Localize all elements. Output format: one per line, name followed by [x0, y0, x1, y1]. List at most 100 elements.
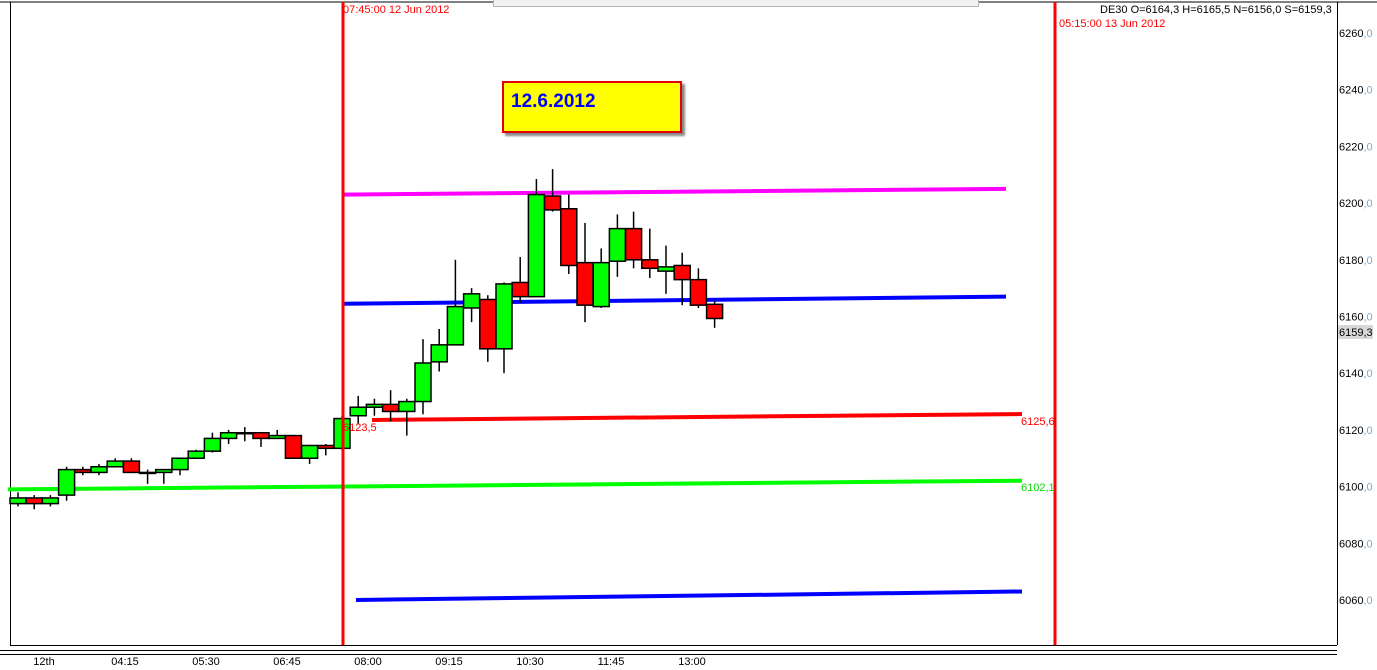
candle-body: [155, 468, 173, 474]
y-tick-label: 6160,0: [1339, 312, 1373, 324]
x-tick-label: 04:15: [111, 656, 139, 668]
candle: [705, 300, 724, 328]
candle-body: [398, 400, 416, 413]
candle: [9, 492, 27, 507]
candle: [284, 434, 303, 460]
level-line[interactable]: [355, 589, 1023, 602]
x-tick-label: 10:30: [516, 656, 544, 668]
candle-body: [479, 298, 497, 350]
candle: [673, 252, 691, 306]
y-tick-label: 6180,0: [1339, 255, 1373, 267]
candle-body: [511, 281, 529, 298]
x-tick-label: 05:30: [192, 656, 220, 668]
y-tick-label: 6200,0: [1339, 198, 1373, 210]
date-annotation-text: 12.6.2012: [511, 91, 596, 112]
candle-body: [122, 460, 141, 474]
candle: [560, 194, 578, 274]
candle: [268, 429, 286, 440]
candle: [106, 458, 124, 468]
candle: [203, 432, 222, 453]
candle-body: [689, 278, 708, 306]
candle: [155, 468, 173, 484]
y-tick-label: 6080,0: [1339, 538, 1373, 550]
candle-body: [495, 283, 513, 350]
candle: [689, 268, 708, 308]
x-tick-label: 09:15: [435, 656, 463, 668]
candle-body: [543, 195, 562, 211]
level-lines: [7, 186, 1023, 602]
y-tick-label: 6240,0: [1339, 85, 1373, 97]
candle-body: [657, 266, 675, 272]
x-tick-label: 08:00: [354, 656, 382, 668]
overlay-window-fragment: [493, 0, 979, 7]
x-tick-label: 12th: [33, 656, 54, 668]
candle: [608, 214, 627, 277]
candle-body: [624, 227, 643, 261]
candle: [446, 259, 465, 346]
candles: [9, 169, 724, 510]
candle: [624, 211, 643, 269]
candle: [511, 256, 529, 303]
candle: [25, 495, 43, 510]
candle: [641, 228, 659, 278]
candle-body: [576, 261, 594, 306]
y-tick-label: 6120,0: [1339, 425, 1373, 437]
candle: [171, 457, 189, 476]
y-tick-label: 6260,0: [1339, 28, 1373, 40]
y-tick-label: 6220,0: [1339, 141, 1373, 153]
candle-body: [41, 497, 60, 505]
candle-body: [106, 460, 124, 468]
candle: [592, 248, 610, 308]
candle: [122, 458, 141, 474]
candle: [430, 328, 448, 372]
candle-body: [57, 468, 76, 496]
candle-body: [219, 431, 238, 440]
candle: [317, 444, 335, 456]
candle: [657, 245, 675, 294]
candle: [349, 395, 367, 425]
y-tick-label: 6140,0: [1339, 368, 1373, 380]
candle-body: [25, 497, 43, 505]
candle: [398, 398, 416, 436]
candle-body: [446, 305, 465, 346]
candle-body: [430, 344, 448, 363]
candle-body: [592, 261, 610, 308]
candle: [381, 390, 400, 422]
y-tick-label: 6100,0: [1339, 482, 1373, 494]
candle: [365, 398, 384, 416]
date-annotation-box[interactable]: 12.6.2012: [502, 81, 682, 133]
y-tick-label: 6060,0: [1339, 595, 1373, 607]
candle: [219, 429, 238, 445]
x-tick-label: 06:45: [273, 656, 301, 668]
candle-body: [527, 193, 546, 298]
candle-body: [90, 466, 108, 474]
candle-body: [414, 362, 432, 403]
candle-body: [236, 431, 254, 435]
level-line[interactable]: [341, 186, 1007, 197]
candle: [252, 431, 270, 447]
candle-body: [705, 303, 724, 320]
x-tick-label: 11:45: [598, 656, 625, 668]
level-line[interactable]: [341, 294, 1007, 306]
level-line[interactable]: [7, 478, 1023, 492]
candle-body: [317, 444, 335, 450]
candle-body: [349, 406, 367, 417]
y-axis: 6260,0 6240,0 6220,0 6200,0 6180,0 6160,0 6140…: [1339, 28, 1373, 607]
candle-body: [673, 264, 691, 281]
candle: [527, 179, 546, 298]
level-line[interactable]: [371, 412, 1023, 422]
current-price-badge: [1338, 325, 1373, 339]
candle-body: [9, 497, 27, 505]
candle-body: [138, 471, 157, 475]
x-axis: 12th 04:15 05:30 06:45 08:00 09:15 10:30 11:45 1…: [33, 656, 705, 668]
red-level-start-label: 6123,5: [343, 422, 377, 434]
right-marker-label: 05:15:00 13 Jun 2012: [1059, 18, 1165, 30]
candle: [138, 469, 157, 484]
candle: [187, 449, 205, 460]
candle-body: [560, 208, 578, 267]
candle: [414, 339, 432, 415]
candle-body: [187, 450, 205, 460]
candle-body: [365, 403, 384, 408]
quote-readout: DE30 O=6164,3 H=6165,5 N=6156,0 S=6159,3: [1100, 4, 1332, 16]
candle-body: [300, 444, 319, 459]
